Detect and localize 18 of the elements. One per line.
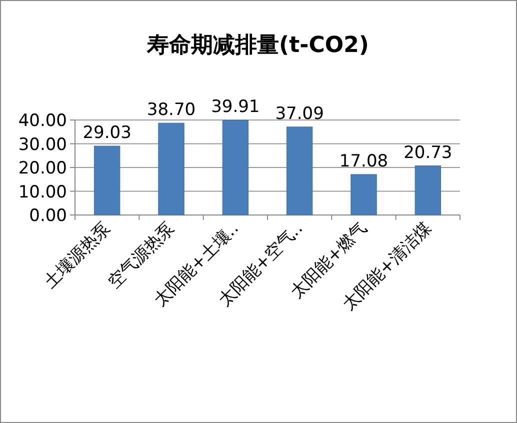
bar: [222, 120, 248, 216]
bar: [158, 122, 184, 216]
y-tick-label: 10.00: [18, 182, 67, 202]
data-label: 37.09: [275, 104, 324, 124]
y-tick-label: 20.00: [18, 158, 67, 178]
chart-title: 寿命期减排量(t-CO2): [146, 33, 369, 58]
data-label: 29.03: [82, 123, 132, 144]
y-tick-label: 40.00: [18, 111, 67, 131]
data-label: 38.70: [146, 100, 196, 120]
bar: [94, 146, 120, 216]
bar: [414, 166, 441, 216]
y-tick-label: 0.00: [29, 206, 67, 226]
data-label: 20.73: [404, 142, 452, 163]
data-label: 17.08: [339, 151, 388, 172]
bar: [350, 174, 377, 216]
data-label: 39.91: [211, 97, 260, 118]
y-tick-label: 30.00: [18, 134, 67, 155]
bar: [286, 126, 313, 216]
